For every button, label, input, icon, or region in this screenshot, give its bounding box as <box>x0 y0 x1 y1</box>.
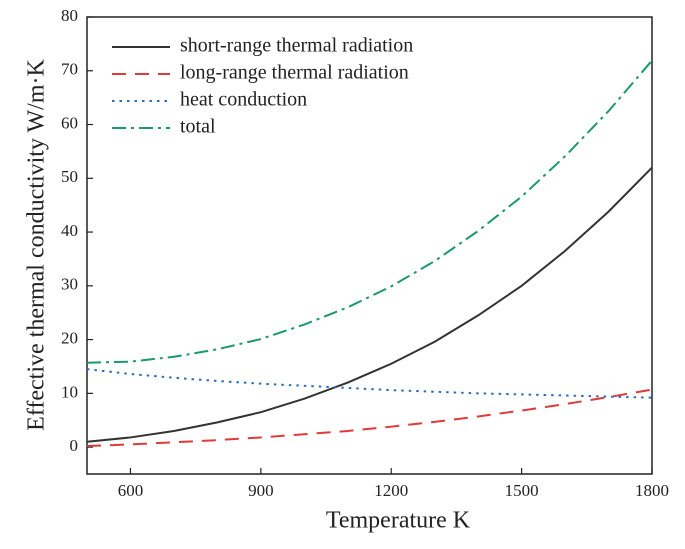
y-tick-label: 30 <box>61 275 78 294</box>
x-tick-label: 600 <box>118 481 144 500</box>
x-axis-label: Temperature K <box>326 508 471 534</box>
legend-label: short-range thermal radiation <box>180 35 413 57</box>
y-tick-label: 70 <box>61 60 78 79</box>
y-tick-label: 50 <box>61 167 78 186</box>
y-tick-label: 60 <box>61 113 78 132</box>
y-axis-label: Effective thermal conductivity W/m·K <box>24 59 50 431</box>
series-line <box>86 59 653 364</box>
y-tick-label: 40 <box>61 221 78 240</box>
y-tick-label: 80 <box>61 6 78 25</box>
plot-frame <box>86 16 653 475</box>
series-line <box>86 166 653 443</box>
y-tick-label: 0 <box>70 436 79 455</box>
y-tick-label: 20 <box>61 328 78 347</box>
x-tick-label: 1500 <box>505 481 539 500</box>
legend-label: long-range thermal radiation <box>180 62 409 84</box>
series-line <box>86 388 653 448</box>
legend-label: total <box>180 116 216 138</box>
x-tick-label: 900 <box>248 481 274 500</box>
y-tick-label: 10 <box>61 382 78 401</box>
x-tick-label: 1800 <box>635 481 669 500</box>
legend-label: heat conduction <box>180 89 307 111</box>
x-tick-label: 1200 <box>374 481 408 500</box>
